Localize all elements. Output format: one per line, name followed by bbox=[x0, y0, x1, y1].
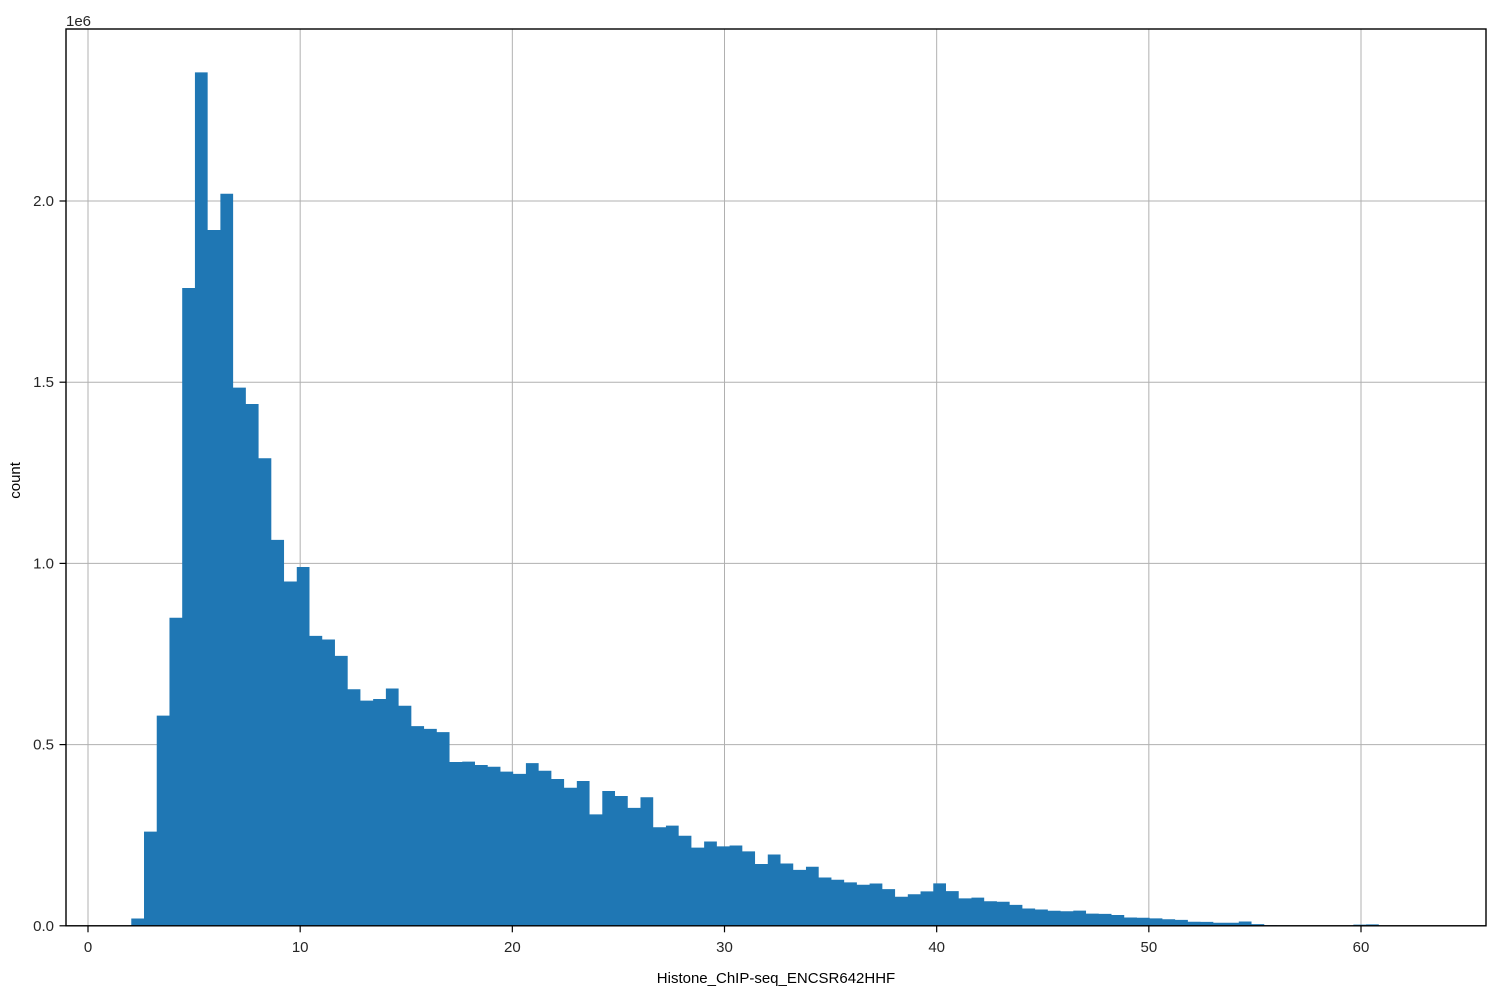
svg-text:60: 60 bbox=[1353, 939, 1370, 956]
svg-text:count: count bbox=[7, 461, 24, 499]
svg-text:30: 30 bbox=[716, 939, 733, 956]
svg-text:2.0: 2.0 bbox=[33, 193, 54, 210]
svg-text:0.5: 0.5 bbox=[33, 737, 54, 754]
svg-text:0: 0 bbox=[84, 939, 92, 956]
svg-text:0.0: 0.0 bbox=[33, 918, 54, 935]
svg-text:20: 20 bbox=[504, 939, 521, 956]
svg-text:50: 50 bbox=[1140, 939, 1157, 956]
svg-text:Histone_ChIP-seq_ENCSR642HHF: Histone_ChIP-seq_ENCSR642HHF bbox=[657, 970, 895, 987]
svg-text:1.0: 1.0 bbox=[33, 555, 54, 572]
svg-text:10: 10 bbox=[292, 939, 309, 956]
svg-text:1e6: 1e6 bbox=[66, 13, 91, 30]
svg-text:1.5: 1.5 bbox=[33, 374, 54, 391]
svg-text:40: 40 bbox=[928, 939, 945, 956]
